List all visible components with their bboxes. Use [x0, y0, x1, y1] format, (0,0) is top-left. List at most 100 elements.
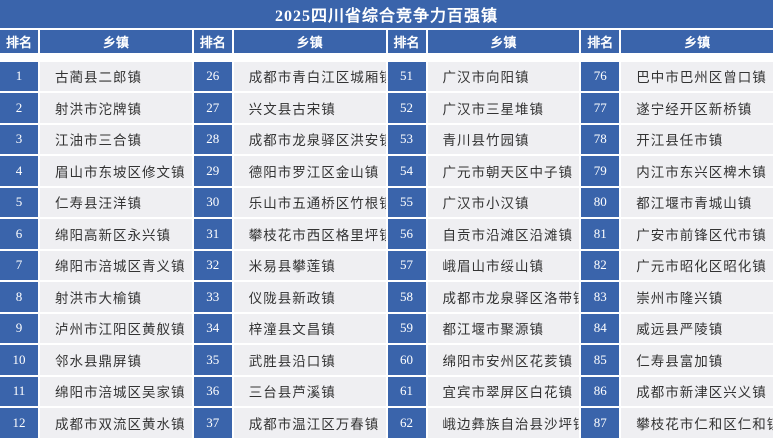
town-cell: 成都市龙泉驿区洪安镇	[233, 124, 386, 154]
town-cell: 青川县竹园镇	[427, 124, 580, 154]
rank-cell: 30	[193, 187, 232, 217]
rank-cell: 85	[581, 345, 620, 375]
rank-cell: 4	[0, 156, 38, 186]
rank-cell: 77	[581, 93, 620, 123]
rank-cell: 52	[387, 93, 426, 123]
rank-cell: 3	[0, 124, 38, 154]
rank-cell: 54	[387, 156, 426, 186]
town-cell: 江油市三合镇	[40, 124, 192, 154]
header-town-1: 乡镇	[40, 30, 192, 53]
rank-cell: 27	[193, 93, 232, 123]
town-cell: 射洪市沱牌镇	[40, 93, 192, 123]
town-cell: 崇州市隆兴镇	[621, 282, 773, 312]
rank-cell: 60	[387, 345, 426, 375]
town-cell: 成都市青白江区城厢镇	[233, 61, 386, 91]
town-cell: 射洪市大榆镇	[40, 282, 192, 312]
town-cell: 仁寿县富加镇	[621, 345, 773, 375]
rank-cell: 33	[193, 282, 232, 312]
town-cell: 绵阳市涪城区青义镇	[40, 250, 192, 280]
rank-cell: 56	[387, 219, 426, 249]
rank-cell: 83	[581, 282, 620, 312]
rank-cell: 32	[193, 250, 232, 280]
rank-cell: 51	[387, 61, 426, 91]
rank-cell: 31	[193, 219, 232, 249]
town-cell: 武胜县沿口镇	[233, 345, 386, 375]
rank-cell: 35	[193, 345, 232, 375]
rank-cell: 26	[193, 61, 232, 91]
header-town-4: 乡镇	[621, 30, 773, 53]
rank-cell: 79	[581, 156, 620, 186]
town-cell: 泸州市江阳区黄舣镇	[40, 313, 192, 343]
rank-cell: 37	[193, 408, 232, 438]
rank-cell: 7	[0, 250, 38, 280]
rank-cell: 57	[387, 250, 426, 280]
rank-cell: 28	[193, 124, 232, 154]
rank-cell: 8	[0, 282, 38, 312]
rank-cell: 6	[0, 219, 38, 249]
rank-cell: 10	[0, 345, 38, 375]
town-cell: 兴文县古宋镇	[233, 93, 386, 123]
town-cell: 都江堰市聚源镇	[427, 313, 580, 343]
rank-cell: 76	[581, 61, 620, 91]
header-rank-3: 排名	[387, 30, 426, 53]
town-cell: 内江市东兴区椑木镇	[621, 156, 773, 186]
rank-cell: 12	[0, 408, 38, 438]
rank-cell: 84	[581, 313, 620, 343]
town-cell: 绵阳市安州区花荄镇	[427, 345, 580, 375]
table-grid: 排名 乡镇 排名 乡镇 排名 乡镇 排名 乡镇 1 古蔺县二郎镇 26 成都市青白江区…	[0, 30, 773, 438]
rank-cell: 78	[581, 124, 620, 154]
rank-cell: 53	[387, 124, 426, 154]
rank-cell: 36	[193, 376, 232, 406]
header-town-3: 乡镇	[427, 30, 580, 53]
town-cell: 自贡市沿滩区沿滩镇	[427, 219, 580, 249]
town-cell: 广汉市向阳镇	[427, 61, 580, 91]
town-cell: 攀枝花市西区格里坪镇	[233, 219, 386, 249]
town-cell: 仁寿县汪洋镇	[40, 187, 192, 217]
town-cell: 广汉市三星堆镇	[427, 93, 580, 123]
town-cell: 广元市朝天区中子镇	[427, 156, 580, 186]
town-cell: 三台县芦溪镇	[233, 376, 386, 406]
town-cell: 绵阳市涪城区吴家镇	[40, 376, 192, 406]
town-cell: 遂宁经开区新桥镇	[621, 93, 773, 123]
rank-cell: 82	[581, 250, 620, 280]
town-cell: 威远县严陵镇	[621, 313, 773, 343]
town-cell: 古蔺县二郎镇	[40, 61, 192, 91]
town-cell: 都江堰市青城山镇	[621, 187, 773, 217]
rank-cell: 62	[387, 408, 426, 438]
rank-cell: 34	[193, 313, 232, 343]
town-cell: 广安市前锋区代市镇	[621, 219, 773, 249]
town-cell: 梓潼县文昌镇	[233, 313, 386, 343]
rank-cell: 61	[387, 376, 426, 406]
rank-cell: 59	[387, 313, 426, 343]
rank-cell: 58	[387, 282, 426, 312]
header-rank-4: 排名	[581, 30, 620, 53]
rank-cell: 80	[581, 187, 620, 217]
header-rank-1: 排名	[0, 30, 38, 53]
town-cell: 攀枝花市仁和区仁和镇	[621, 408, 773, 438]
rank-cell: 1	[0, 61, 38, 91]
town-cell: 眉山市东坡区修文镇	[40, 156, 192, 186]
header-rank-2: 排名	[193, 30, 232, 53]
town-cell: 成都市新津区兴义镇	[621, 376, 773, 406]
town-cell: 成都市龙泉驿区洛带镇	[427, 282, 580, 312]
header-town-2: 乡镇	[233, 30, 386, 53]
town-cell: 宜宾市翠屏区白花镇	[427, 376, 580, 406]
town-cell: 峨眉山市绥山镇	[427, 250, 580, 280]
town-cell: 开江县任市镇	[621, 124, 773, 154]
town-cell: 绵阳高新区永兴镇	[40, 219, 192, 249]
town-cell: 乐山市五通桥区竹根镇	[233, 187, 386, 217]
rank-cell: 9	[0, 313, 38, 343]
rank-cell: 87	[581, 408, 620, 438]
town-cell: 成都市温江区万春镇	[233, 408, 386, 438]
town-cell: 峨边彝族自治县沙坪镇	[427, 408, 580, 438]
rank-cell: 86	[581, 376, 620, 406]
rank-cell: 5	[0, 187, 38, 217]
town-cell: 广汉市小汉镇	[427, 187, 580, 217]
rank-cell: 81	[581, 219, 620, 249]
rank-cell: 2	[0, 93, 38, 123]
town-cell: 仪陇县新政镇	[233, 282, 386, 312]
rank-cell: 11	[0, 376, 38, 406]
town-cell: 米易县攀莲镇	[233, 250, 386, 280]
town-cell: 邻水县鼎屏镇	[40, 345, 192, 375]
